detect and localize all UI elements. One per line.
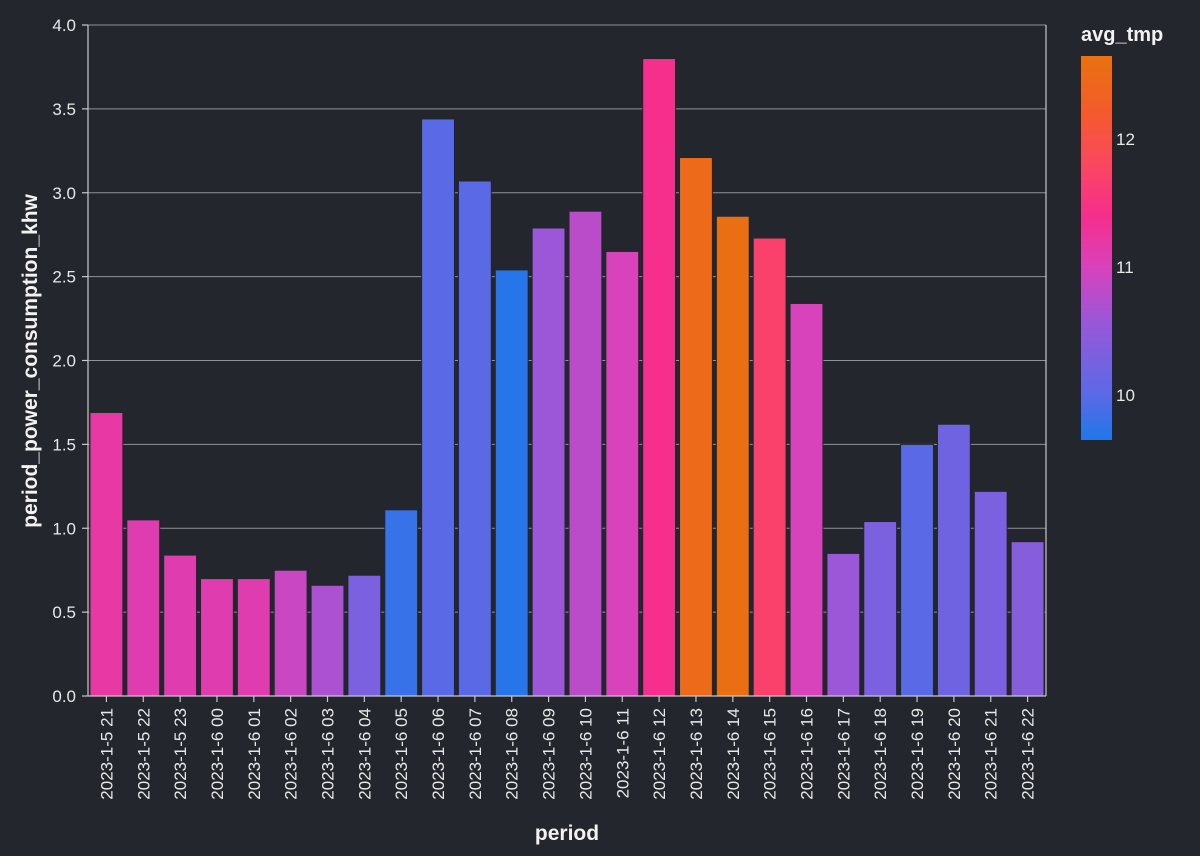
bar: [273, 569, 308, 697]
bar: [200, 578, 234, 697]
x-tick-label: 2023-1-6 12: [650, 708, 669, 800]
bar: [1010, 541, 1045, 697]
x-tick-label: 2023-1-6 01: [245, 708, 264, 800]
y-tick-labels: 0.0 0.5 1.0 1.5 2.0 2.5 3.0 3.5 4.0: [52, 16, 76, 706]
bar: [310, 584, 345, 697]
bar: [163, 554, 198, 697]
bar: [347, 574, 382, 697]
x-tick-label: 2023-1-6 09: [540, 708, 559, 800]
bar: [457, 180, 492, 697]
bar: [679, 157, 713, 697]
bars: [89, 58, 1045, 697]
x-tick-label: 2023-1-6 14: [724, 708, 743, 800]
x-tick-label: 2023-1-6 06: [429, 708, 448, 800]
y-tick-label: 0.5: [52, 603, 76, 622]
bar: [605, 250, 640, 697]
bar: [826, 552, 861, 697]
y-tick-label: 3.5: [52, 100, 76, 119]
bar: [973, 490, 1008, 697]
x-tick-label: 2023-1-6 03: [319, 708, 338, 800]
bar: [494, 269, 529, 697]
legend-gradient-bar: [1081, 56, 1112, 440]
legend-tick-label: 10: [1116, 386, 1135, 405]
x-tick-label: 2023-1-6 15: [761, 708, 780, 800]
y-axis-title: period_power_consumption_khw: [19, 193, 42, 527]
bar: [863, 521, 898, 697]
x-tick-label: 2023-1-5 23: [171, 708, 190, 800]
x-tick-label: 2023-1-6 08: [503, 708, 522, 800]
x-tick-label: 2023-1-6 11: [613, 708, 632, 798]
x-tick-label: 2023-1-6 20: [945, 708, 964, 800]
bar: [900, 443, 934, 697]
x-tick-label: 2023-1-6 07: [466, 708, 485, 800]
bar: [421, 118, 455, 697]
legend-tick-label: 12: [1116, 130, 1135, 149]
bar: [789, 302, 824, 697]
x-tick-labels: 2023-1-5 21 2023-1-5 22 2023-1-5 23 2023-1-…: [97, 696, 1038, 800]
x-tick-label: 2023-1-6 22: [1019, 708, 1038, 800]
legend-tick-label: 11: [1116, 258, 1134, 277]
color-legend: avg_tmp 10 11 12: [1081, 24, 1163, 440]
x-axis-title: period: [535, 822, 599, 845]
x-tick-label: 2023-1-6 21: [982, 708, 1001, 800]
x-tick-label: 2023-1-5 22: [134, 708, 153, 800]
y-tick-label: 4.0: [52, 16, 76, 35]
bar: [89, 412, 124, 697]
bar: [715, 215, 750, 697]
y-tick-label: 2.0: [52, 352, 76, 371]
x-tick-label: 2023-1-6 18: [871, 708, 890, 800]
bar: [126, 519, 161, 697]
bar: [568, 210, 603, 697]
bar: [384, 509, 419, 697]
x-tick-label: 2023-1-6 17: [834, 708, 853, 800]
y-tick-label: 2.5: [52, 268, 76, 287]
x-tick-label: 2023-1-6 00: [208, 708, 227, 800]
y-tick-label: 1.0: [52, 519, 76, 538]
bar: [531, 227, 566, 697]
bar: [936, 423, 971, 697]
legend-ticks: 10 11 12: [1116, 130, 1135, 405]
bar: [752, 237, 787, 697]
x-tick-label: 2023-1-6 05: [392, 708, 411, 800]
y-tick-label: 0.0: [52, 687, 76, 706]
bar: [642, 58, 677, 697]
y-tick-label: 3.0: [52, 184, 76, 203]
axes: [87, 25, 1047, 697]
x-tick-label: 2023-1-6 16: [798, 708, 817, 800]
x-tick-label: 2023-1-6 04: [355, 708, 374, 800]
bar: [236, 578, 271, 697]
x-tick-label: 2023-1-5 21: [97, 708, 116, 800]
legend-title: avg_tmp: [1081, 24, 1163, 46]
x-tick-label: 2023-1-6 13: [687, 708, 706, 800]
x-tick-label: 2023-1-6 10: [576, 708, 595, 800]
y-tick-label: 1.5: [52, 435, 76, 454]
x-tick-label: 2023-1-6 02: [282, 708, 301, 800]
x-tick-label: 2023-1-6 19: [908, 708, 927, 800]
